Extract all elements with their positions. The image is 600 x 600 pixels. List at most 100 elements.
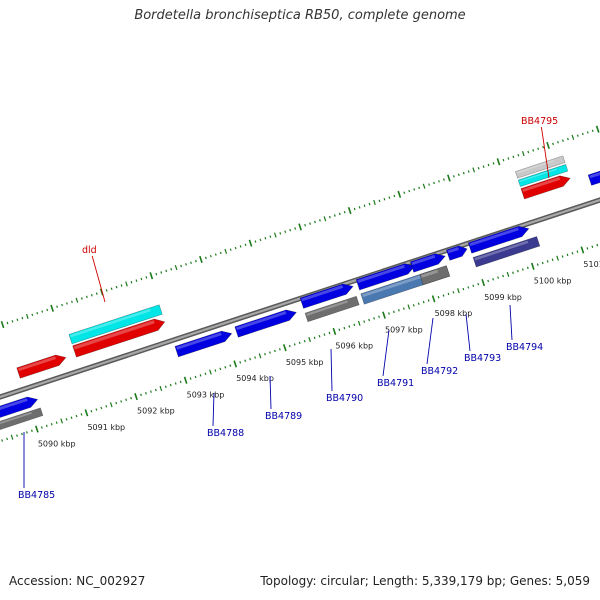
gene-label-bb4794[interactable]: BB4794 (506, 304, 543, 353)
scale-tick-minor (418, 186, 421, 190)
scale-tick-minor (343, 211, 346, 214)
scale-tick-minor (170, 267, 173, 271)
gene-bar-gray-1[interactable] (0, 407, 44, 433)
scale-tick-minor (487, 279, 490, 283)
scale-tick-minor (100, 406, 103, 410)
gene-bar-gray-3[interactable] (419, 265, 451, 286)
scale-tick-minor (125, 398, 128, 402)
scale-tick-minor (537, 147, 540, 150)
scale-tick-minor (189, 377, 192, 380)
scale-tick-minor (319, 219, 321, 222)
gene-leader-line (509, 304, 513, 341)
scale-tick-major (530, 262, 535, 270)
gene-label-bb4792[interactable]: BB4792 (421, 317, 458, 377)
gene-label-text[interactable]: BB4789 (265, 411, 302, 422)
scale-tick-minor (180, 264, 182, 268)
gene-label-bb4788[interactable]: BB4788 (207, 392, 244, 439)
gene-arrow-upper-1[interactable] (16, 354, 67, 379)
scale-tick-minor (567, 137, 569, 141)
scale-tick-minor (557, 140, 559, 144)
scale-tick-minor (576, 134, 579, 137)
scale-tick-minor (408, 189, 411, 193)
gene-label-bb4785[interactable]: BB4785 (18, 432, 55, 501)
gene-label-bb4791[interactable]: BB4791 (377, 329, 414, 389)
scale-tick-minor (477, 167, 480, 170)
gene-arrow-bb4792[interactable] (409, 253, 446, 273)
scale-tick-minor (309, 222, 311, 225)
scale-tick-minor (427, 299, 430, 302)
map-title: Bordetella bronchiseptica RB50, complete… (134, 8, 466, 23)
gene-arrow-bb4791[interactable] (355, 263, 416, 291)
scale-tick-minor (219, 367, 222, 371)
scale-tick-minor (249, 357, 252, 361)
gene-arrow-bb4789[interactable] (234, 309, 297, 338)
scale-tick-minor (174, 265, 178, 271)
scale-tick-minor (169, 383, 172, 387)
gene-arrow-bb4790[interactable] (299, 283, 354, 309)
scale-tick-minor (45, 424, 48, 428)
gene-arrow-upper-bb4795[interactable] (520, 175, 571, 200)
gene-bar-cyan[interactable] (68, 304, 163, 345)
scale-tick-label: 5101 kbp (583, 260, 600, 269)
gene-label-text[interactable]: BB4793 (464, 353, 501, 364)
gene-arrow-dld[interactable] (72, 318, 166, 358)
scale-tick-minor (388, 196, 391, 199)
scale-tick-minor (80, 297, 83, 300)
scale-tick-major (0, 321, 5, 329)
scale-tick-minor (150, 390, 152, 393)
scale-tick-minor (60, 418, 64, 424)
gene-label-text[interactable]: BB4790 (326, 393, 363, 404)
gene-label-text[interactable]: BB4785 (18, 490, 55, 501)
gene-label-dld[interactable]: dld (82, 245, 106, 303)
scale-tick-major (496, 158, 501, 166)
gene-label-text[interactable]: BB4791 (377, 378, 414, 389)
gene-label-text[interactable]: dld (82, 245, 97, 256)
scale-tick-minor (348, 325, 351, 328)
scale-tick-minor (16, 318, 19, 321)
scale-tick-minor (368, 318, 371, 322)
scale-tick-minor (378, 199, 381, 203)
gene-label-bb4790[interactable]: BB4790 (326, 348, 363, 404)
gene-label-text[interactable]: BB4795 (521, 116, 558, 127)
scale-tick-minor (373, 199, 376, 206)
scale-tick-minor (328, 215, 331, 219)
scale-tick-minor (204, 256, 207, 260)
scale-tick-minor (526, 266, 529, 270)
gene-label-text[interactable]: BB4788 (207, 428, 244, 439)
scale-tick-minor (407, 304, 411, 310)
gene-arrow-bb4794-a[interactable] (467, 225, 530, 254)
scale-tick-label: 5099 kbp (484, 293, 522, 302)
gene-label-bb4793[interactable]: BB4793 (464, 313, 501, 364)
scale-tick-label: 5096 kbp (335, 342, 373, 351)
scale-tick-minor (541, 261, 544, 265)
gene-label-bb4789[interactable]: BB4789 (265, 375, 302, 422)
scale-tick-minor (507, 157, 510, 160)
scale-tick-minor (452, 291, 455, 294)
gene-arrow-edge[interactable] (587, 168, 600, 186)
scale-tick-minor (90, 409, 93, 413)
gene-bar-gray-2[interactable] (304, 295, 360, 323)
gene-arrow-bb4788[interactable] (174, 330, 233, 358)
gene-bar-light[interactable] (514, 155, 566, 179)
gene-label-text[interactable]: BB4792 (421, 366, 458, 377)
scale-tick-minor (105, 289, 108, 292)
gene-label-text[interactable]: BB4794 (506, 342, 543, 353)
scale-tick-minor (165, 269, 168, 273)
scale-tick-minor (576, 250, 579, 253)
gene-arrow-bb4785[interactable] (0, 396, 39, 422)
scale-tick-minor (512, 271, 514, 275)
scale-tick-minor (30, 429, 33, 432)
scale-tick-minor (85, 295, 88, 299)
gene-bar-cyan-2[interactable] (517, 164, 569, 188)
scale-tick-minor (209, 369, 212, 375)
scale-tick-minor (472, 167, 476, 173)
scale-tick-minor (6, 437, 9, 441)
gene-bar-bb4794[interactable] (472, 236, 541, 268)
scale-tick-major (134, 392, 138, 401)
gene-arrow-bb4793[interactable] (446, 245, 468, 261)
scale-tick-label: 5090 kbp (38, 439, 76, 448)
scale-tick-minor (477, 282, 480, 286)
scale-tick-minor (313, 336, 316, 340)
gene-label-bb4795[interactable]: BB4795 (521, 116, 558, 179)
